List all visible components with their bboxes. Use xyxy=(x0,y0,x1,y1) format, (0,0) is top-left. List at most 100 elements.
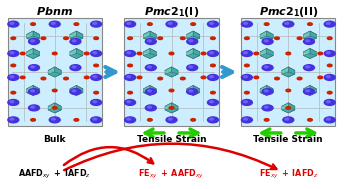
Circle shape xyxy=(84,52,89,55)
Circle shape xyxy=(327,101,330,103)
Circle shape xyxy=(125,117,135,123)
Polygon shape xyxy=(143,48,156,53)
Circle shape xyxy=(94,37,98,40)
Polygon shape xyxy=(33,31,40,41)
Circle shape xyxy=(241,117,252,123)
Circle shape xyxy=(49,117,60,123)
Circle shape xyxy=(297,37,302,40)
Circle shape xyxy=(72,90,76,92)
Circle shape xyxy=(147,119,152,121)
Circle shape xyxy=(49,21,60,27)
Circle shape xyxy=(181,77,185,80)
Circle shape xyxy=(11,37,16,40)
Circle shape xyxy=(208,50,218,57)
Polygon shape xyxy=(187,48,200,53)
Text: Bulk: Bulk xyxy=(43,135,66,144)
Circle shape xyxy=(94,64,98,67)
Polygon shape xyxy=(27,53,40,59)
Polygon shape xyxy=(70,31,83,36)
Polygon shape xyxy=(165,103,178,108)
Polygon shape xyxy=(27,48,40,53)
Circle shape xyxy=(10,118,14,120)
Circle shape xyxy=(52,52,57,55)
Circle shape xyxy=(145,105,156,111)
Polygon shape xyxy=(27,31,40,36)
Polygon shape xyxy=(193,85,200,96)
Circle shape xyxy=(145,89,156,94)
Circle shape xyxy=(241,50,252,57)
Polygon shape xyxy=(27,48,33,59)
Circle shape xyxy=(148,40,151,42)
Circle shape xyxy=(145,39,156,44)
Circle shape xyxy=(308,23,312,25)
Polygon shape xyxy=(143,31,150,41)
Circle shape xyxy=(127,52,131,54)
Circle shape xyxy=(327,64,332,67)
Circle shape xyxy=(303,65,314,70)
Polygon shape xyxy=(150,31,156,41)
Circle shape xyxy=(137,52,142,55)
Circle shape xyxy=(241,21,252,27)
Circle shape xyxy=(10,52,14,54)
Text: $\bfit{Pbnm}$: $\bfit{Pbnm}$ xyxy=(36,5,73,17)
Circle shape xyxy=(303,39,314,44)
Circle shape xyxy=(125,100,135,105)
Circle shape xyxy=(241,100,252,105)
Circle shape xyxy=(189,90,193,92)
Circle shape xyxy=(283,117,294,123)
Polygon shape xyxy=(310,31,316,41)
Polygon shape xyxy=(70,48,76,59)
Polygon shape xyxy=(303,91,316,96)
Text: Tensile Strain: Tensile Strain xyxy=(253,135,323,144)
Text: $\bfit{Pmc}$$\mathbf{2_1}$$\mathbf{(II)}$: $\bfit{Pmc}$$\mathbf{2_1}$$\mathbf{(II)}… xyxy=(259,5,318,19)
Polygon shape xyxy=(70,48,83,53)
Circle shape xyxy=(211,91,215,94)
Circle shape xyxy=(29,65,40,70)
Circle shape xyxy=(84,76,89,79)
Polygon shape xyxy=(267,48,273,59)
Circle shape xyxy=(241,74,252,80)
Polygon shape xyxy=(172,67,178,77)
Circle shape xyxy=(275,77,279,80)
FancyBboxPatch shape xyxy=(125,18,219,126)
Circle shape xyxy=(244,101,247,103)
Circle shape xyxy=(128,64,132,67)
Circle shape xyxy=(324,50,335,57)
Polygon shape xyxy=(143,85,156,91)
Circle shape xyxy=(306,66,309,68)
Polygon shape xyxy=(260,48,267,59)
Polygon shape xyxy=(143,85,150,96)
Circle shape xyxy=(10,76,14,78)
Circle shape xyxy=(31,106,35,108)
Polygon shape xyxy=(165,103,172,113)
Polygon shape xyxy=(187,85,193,96)
Polygon shape xyxy=(165,108,178,113)
Circle shape xyxy=(147,23,152,25)
Text: $\mathbf{AAFD}_{xy}$$\mathbf{\ +\ IAFD}_{z}$: $\mathbf{AAFD}_{xy}$$\mathbf{\ +\ IAFD}_… xyxy=(18,168,91,181)
Polygon shape xyxy=(143,36,156,41)
Polygon shape xyxy=(165,67,172,77)
Circle shape xyxy=(72,66,76,68)
Circle shape xyxy=(166,117,177,123)
Polygon shape xyxy=(282,72,295,77)
Polygon shape xyxy=(310,48,316,59)
Polygon shape xyxy=(267,85,273,96)
Circle shape xyxy=(64,77,68,80)
Circle shape xyxy=(318,76,323,79)
Circle shape xyxy=(244,52,247,54)
Circle shape xyxy=(244,22,247,24)
Text: $\mathbf{FE}_{xy}$$\mathbf{\ +\ IAFD}_{z}$: $\mathbf{FE}_{xy}$$\mathbf{\ +\ IAFD}_{z… xyxy=(259,168,318,181)
Circle shape xyxy=(51,118,55,120)
Polygon shape xyxy=(282,67,295,72)
Circle shape xyxy=(70,65,81,70)
Circle shape xyxy=(93,52,97,54)
Polygon shape xyxy=(33,48,40,59)
Circle shape xyxy=(262,39,273,44)
Polygon shape xyxy=(282,67,288,77)
Circle shape xyxy=(11,64,16,67)
Circle shape xyxy=(327,37,332,40)
Circle shape xyxy=(189,66,193,68)
Circle shape xyxy=(31,66,35,68)
FancyBboxPatch shape xyxy=(8,18,102,126)
Polygon shape xyxy=(143,91,156,96)
